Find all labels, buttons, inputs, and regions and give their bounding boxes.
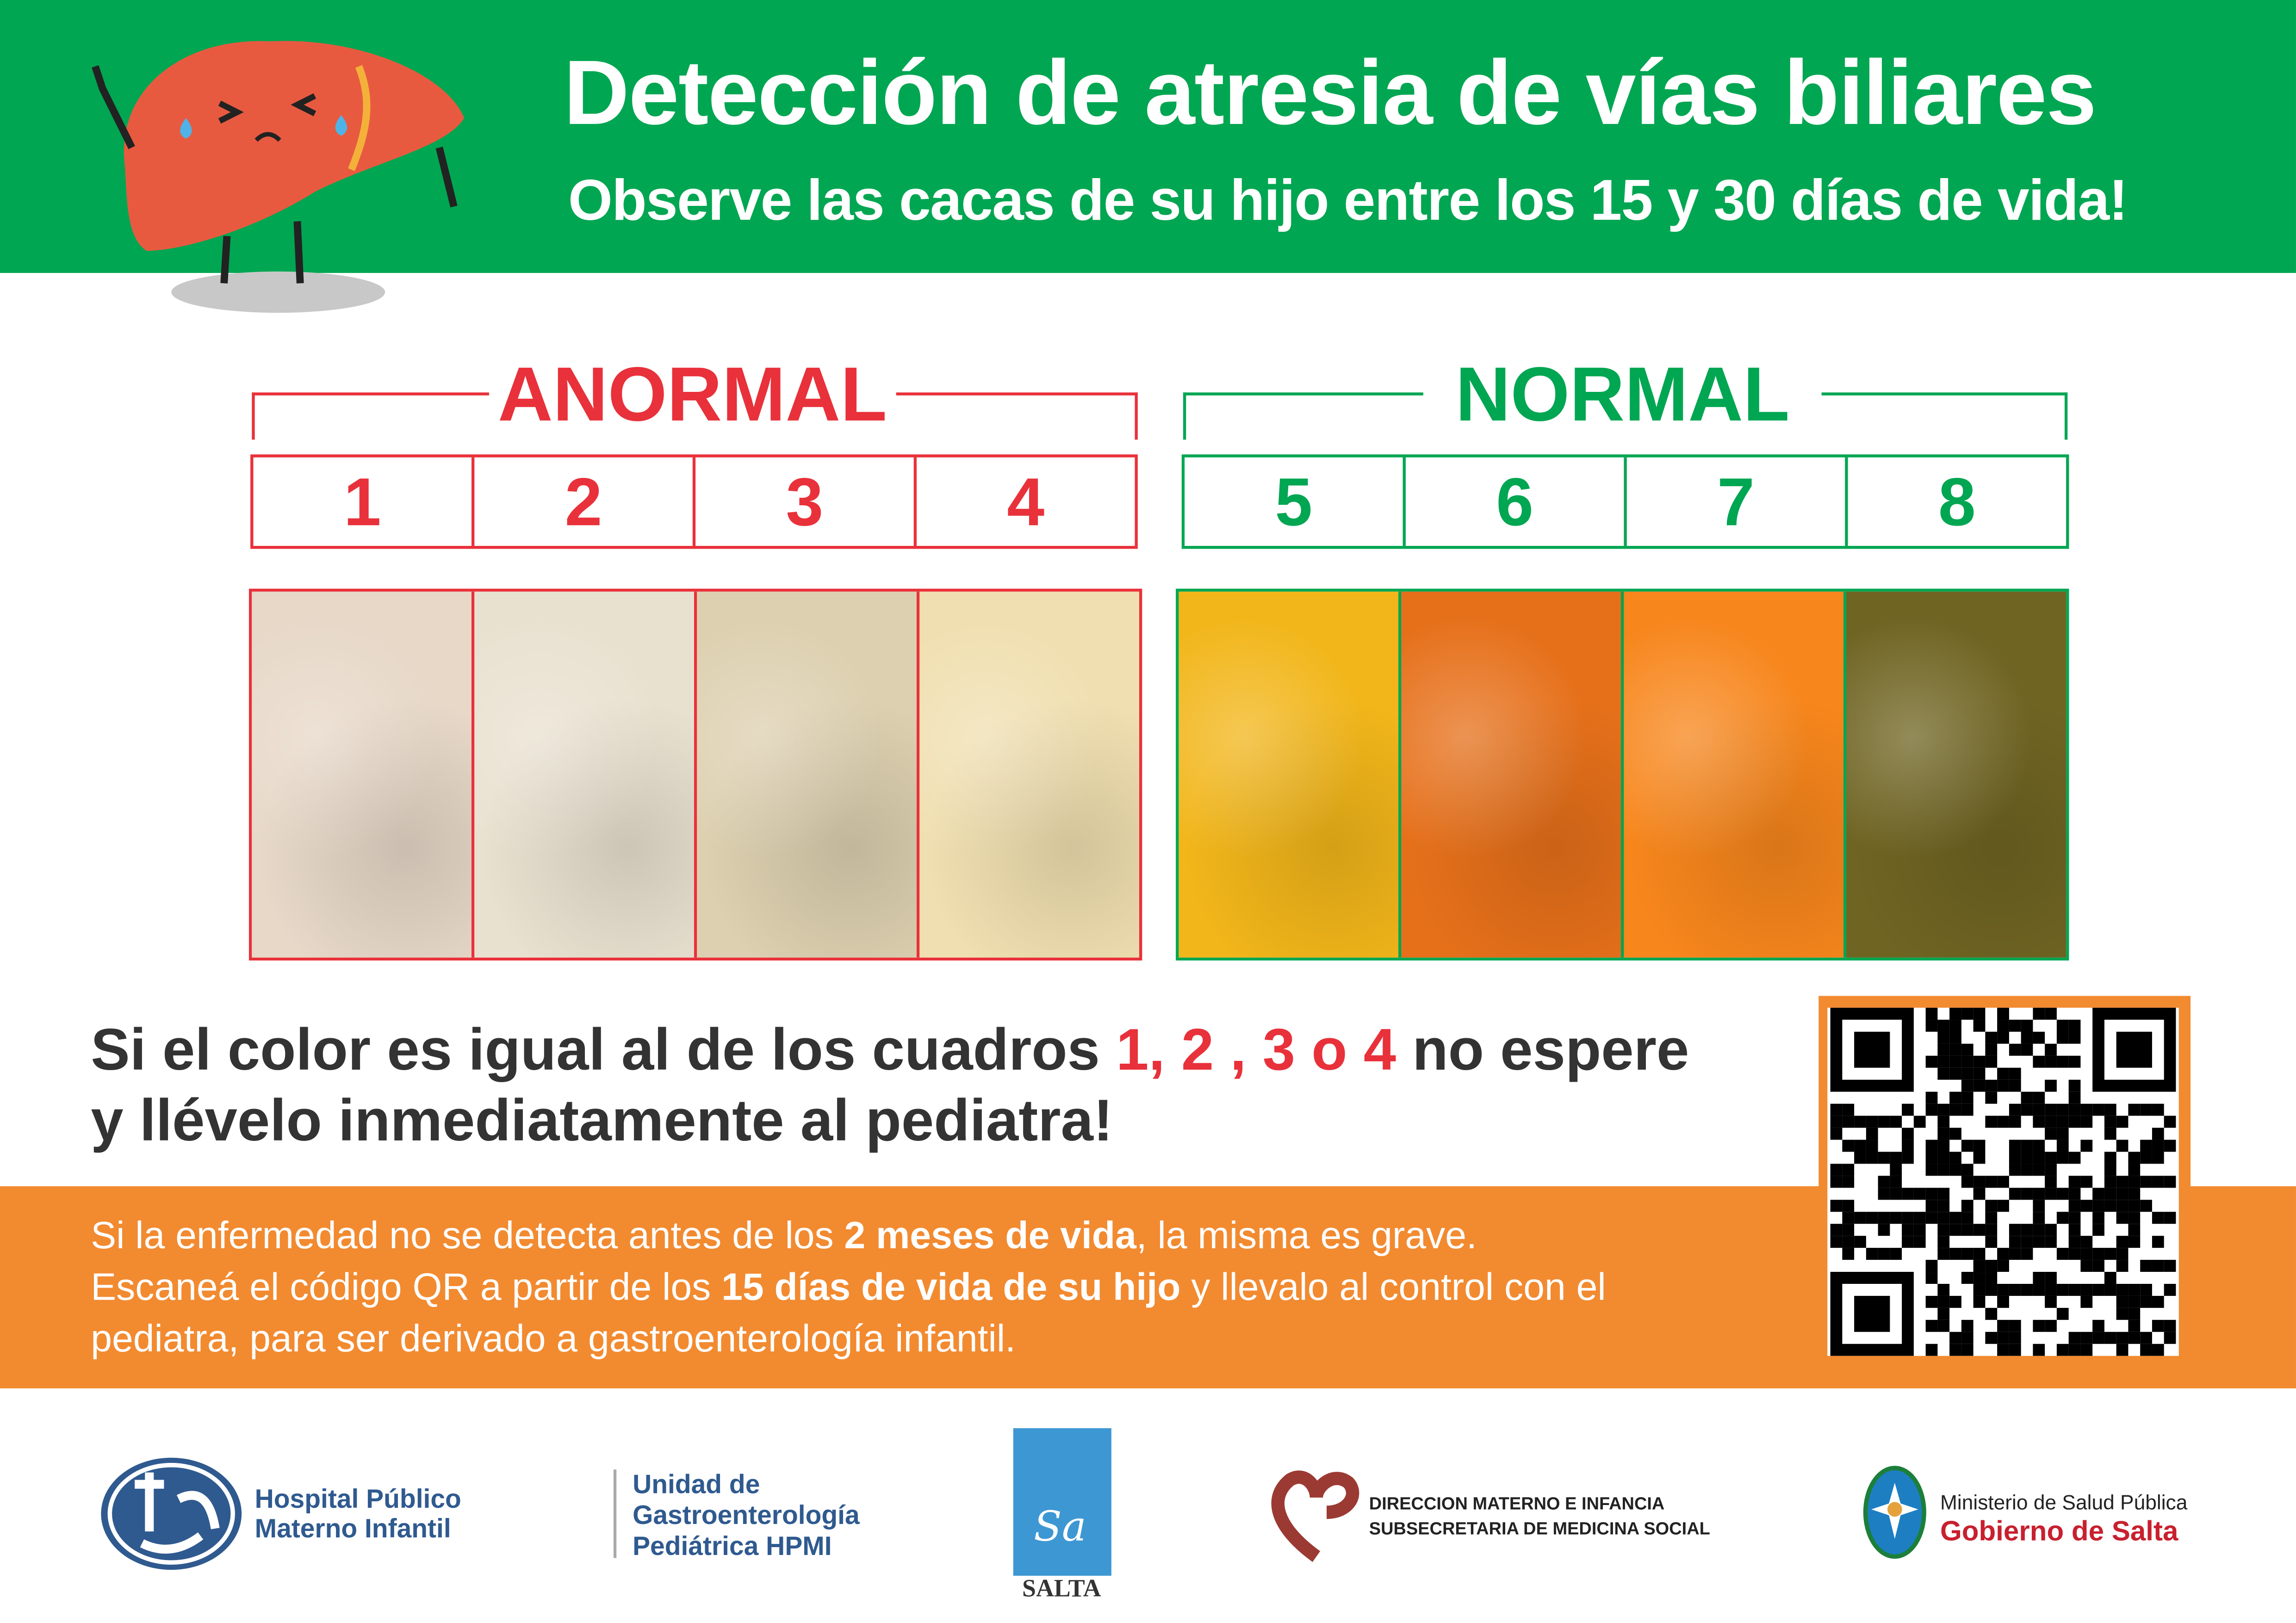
- abnormal-label: ANORMAL: [489, 351, 896, 440]
- stool-swatch-4: [919, 591, 1139, 958]
- msg-part2: no espere: [1396, 1018, 1689, 1083]
- divider: [613, 1469, 617, 1558]
- number-1: 1: [253, 457, 475, 546]
- qr-frame: [1818, 996, 2191, 1365]
- direccion-line1: DIRECCION MATERNO E INFANCIA: [1369, 1493, 1665, 1514]
- number-8: 8: [1938, 463, 1976, 540]
- direccion-logo-text: DIRECCION MATERNO E INFANCIA SUBSECRETAR…: [1369, 1492, 1710, 1542]
- normal-numbers: 5 6 7 8: [1181, 454, 2069, 549]
- salta-coat-of-arms-icon: [1863, 1466, 1926, 1559]
- stool-swatch-1: [252, 591, 475, 958]
- hpmi-logo-text: Hospital Público Materno Infantil: [255, 1484, 461, 1543]
- direccion-line2: SUBSECRETARIA DE MEDICINA SOCIAL: [1369, 1518, 1710, 1539]
- page-subtitle: Observe las cacas de su hijo entre los 1…: [568, 169, 2128, 233]
- ministerio-text: Ministerio de Salud Pública: [1940, 1490, 2188, 1514]
- msg-highlight: 1, 2 , 3 o 4: [1116, 1018, 1396, 1083]
- info-text: Si la enfermedad no se detecta antes de …: [91, 1210, 1606, 1365]
- warning-message: Si el color es igual al de los cuadros 1…: [91, 1015, 1689, 1157]
- unidad-line2: Gastroenterología: [633, 1500, 860, 1530]
- qr-code-icon[interactable]: [1827, 1008, 2178, 1356]
- stool-swatch-2: [474, 591, 697, 958]
- info-l2a: Escaneá el código QR a partir de los: [91, 1264, 722, 1309]
- msg-line2: y llévelo inmediatamente al pediatra!: [91, 1089, 1113, 1154]
- info-l2c: y llevalo al control con el: [1180, 1264, 1606, 1309]
- hpmi-line1: Hospital Público: [254, 1484, 461, 1514]
- stool-swatch-3: [697, 591, 920, 958]
- number-7: 7: [1627, 457, 1848, 546]
- abnormal-swatches: [248, 588, 1142, 961]
- hpmi-line2: Materno Infantil: [254, 1513, 451, 1543]
- number-4: 4: [1007, 463, 1045, 540]
- info-l1b: 2 meses de vida: [844, 1213, 1136, 1258]
- normal-label: NORMAL: [1423, 351, 1822, 440]
- stool-swatch-8: [1846, 591, 2066, 958]
- number-5: 5: [1185, 457, 1406, 546]
- stool-swatch-7: [1624, 591, 1847, 958]
- unidad-line1: Unidad de: [633, 1469, 760, 1499]
- page-title: Detección de atresia de vías biliares: [564, 43, 2097, 145]
- unidad-logo-text: Unidad de Gastroenterología Pediátrica H…: [633, 1469, 860, 1562]
- number-3: 3: [695, 457, 917, 546]
- stool-swatch-6: [1401, 591, 1624, 958]
- abnormal-numbers: 1 2 3 4: [250, 454, 1138, 549]
- stool-swatch-5: [1179, 591, 1402, 958]
- salta-logo: Sa: [1013, 1428, 1111, 1576]
- info-l3: pediatra, para ser derivado a gastroente…: [91, 1316, 1016, 1361]
- info-l2b: 15 días de vida de su hijo: [721, 1264, 1181, 1309]
- number-6: 6: [1406, 457, 1627, 546]
- number-2: 2: [474, 457, 696, 546]
- info-l1c: , la misma es grave.: [1136, 1213, 1477, 1258]
- normal-swatches: [1176, 588, 2069, 961]
- gobierno-text: Gobierno de Salta: [1940, 1517, 2178, 1548]
- unidad-line3: Pediátrica HPMI: [633, 1531, 832, 1561]
- msg-part1: Si el color es igual al de los cuadros: [91, 1018, 1117, 1083]
- heart-logo-icon: [1271, 1470, 1359, 1562]
- salta-label: SALTA: [1022, 1574, 1101, 1603]
- crying-liver-mascot-icon: [92, 41, 465, 313]
- hpmi-logo-icon: [101, 1457, 242, 1570]
- salta-monogram: Sa: [1034, 1502, 1086, 1551]
- info-l1a: Si la enfermedad no se detecta antes de …: [91, 1213, 844, 1258]
